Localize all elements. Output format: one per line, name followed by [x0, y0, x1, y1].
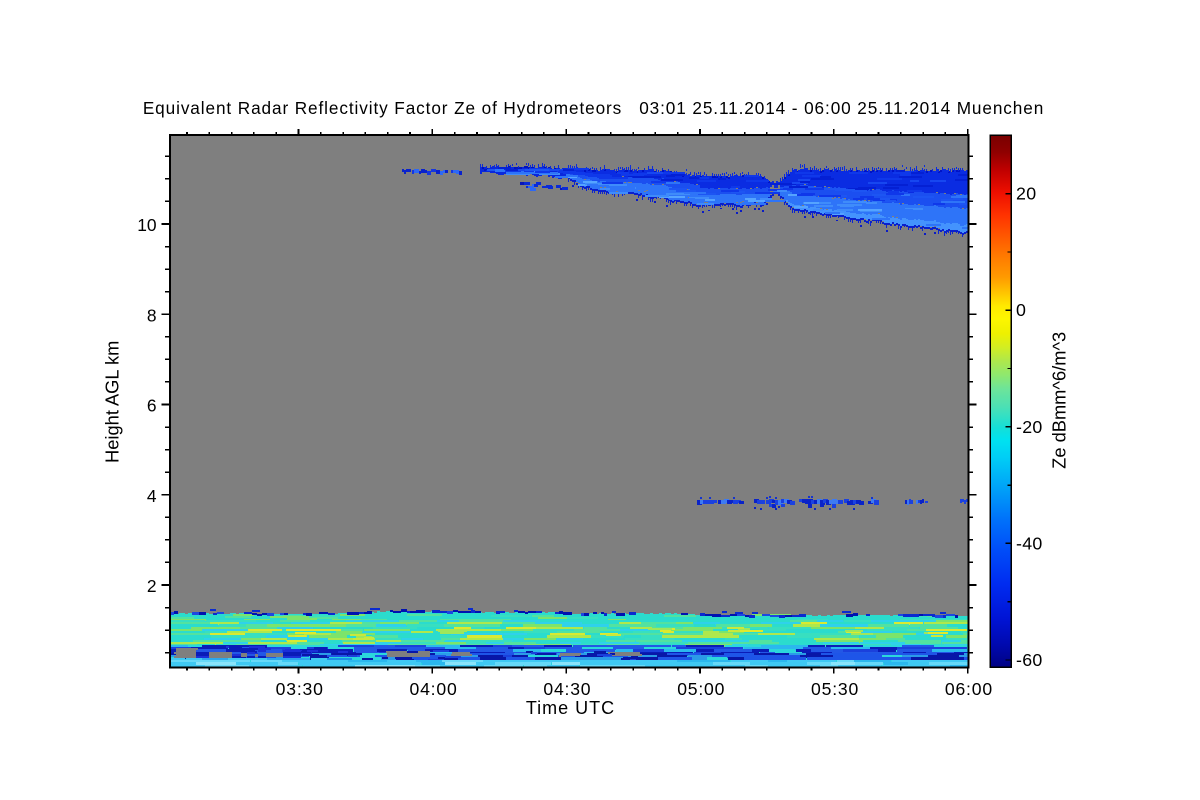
svg-text:8: 8 [147, 305, 157, 325]
svg-text:0: 0 [1016, 300, 1026, 320]
svg-text:Time UTC: Time UTC [526, 698, 615, 718]
svg-text:-60: -60 [1016, 650, 1043, 670]
svg-text:03:30: 03:30 [276, 679, 324, 699]
svg-text:-40: -40 [1016, 533, 1043, 553]
svg-text:2: 2 [147, 576, 157, 596]
svg-text:05:30: 05:30 [811, 679, 859, 699]
svg-text:-20: -20 [1016, 417, 1043, 437]
svg-text:6: 6 [147, 396, 157, 416]
svg-text:Ze dBmm^6/m^3: Ze dBmm^6/m^3 [1048, 332, 1069, 469]
svg-text:Equivalent Radar Reflectivity: Equivalent Radar Reflectivity Factor Ze … [143, 98, 1044, 118]
svg-text:4: 4 [147, 486, 157, 506]
svg-text:04:00: 04:00 [410, 679, 458, 699]
svg-text:05:00: 05:00 [677, 679, 725, 699]
svg-text:10: 10 [137, 215, 156, 235]
svg-text:06:00: 06:00 [945, 679, 993, 699]
svg-text:20: 20 [1016, 184, 1036, 204]
svg-text:04:30: 04:30 [543, 679, 591, 699]
svg-text:Height AGL km: Height AGL km [102, 341, 123, 463]
